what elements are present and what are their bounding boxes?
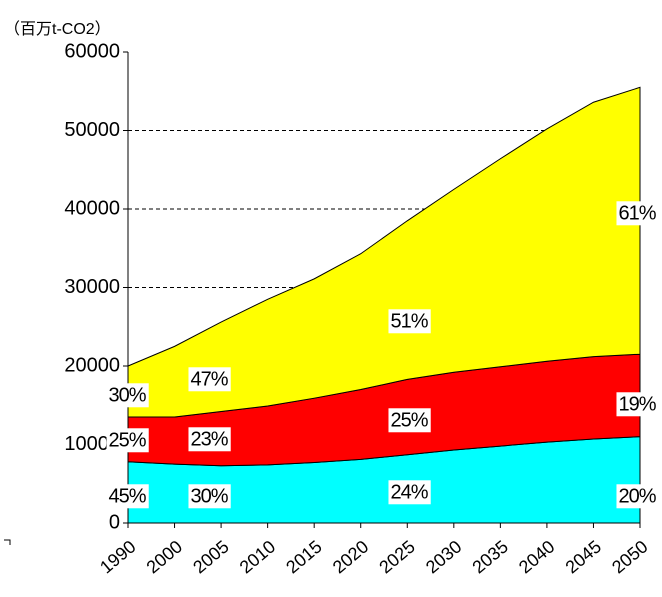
annotation-box xyxy=(616,392,659,417)
corner-mark xyxy=(4,539,11,545)
y-tick-label: 30000 xyxy=(64,276,120,298)
annotation: 30% xyxy=(106,383,149,408)
annotation-box xyxy=(106,383,149,408)
annotation-text: 25% xyxy=(390,409,428,431)
annotation-text: 45% xyxy=(108,485,146,507)
x-tick-label: 2030 xyxy=(422,536,466,577)
annotation-box xyxy=(616,201,659,226)
y-axis-unit: （百万t-CO2） xyxy=(4,20,111,38)
x-tick-label: 2025 xyxy=(375,536,419,577)
annotation-text: 25% xyxy=(108,429,146,451)
y-tick-label: 40000 xyxy=(64,197,120,219)
annotation-text: 61% xyxy=(618,202,656,224)
annotation-text: 19% xyxy=(618,393,656,415)
x-tick-label: 2005 xyxy=(189,536,233,577)
annotation: 23% xyxy=(188,427,231,452)
annotation-box xyxy=(388,408,431,433)
annotation: 19% xyxy=(616,392,659,417)
annotation-text: 30% xyxy=(108,384,146,406)
annotation-box xyxy=(188,367,231,392)
annotation: 45% xyxy=(106,484,149,509)
annotation-box xyxy=(388,309,431,334)
x-tick-label: 2000 xyxy=(143,536,187,577)
area xyxy=(127,86,641,418)
x-tick-label: 1990 xyxy=(96,536,140,577)
annotation: 61% xyxy=(616,201,659,226)
annotation: 30% xyxy=(188,484,231,509)
y-tick-label: 60000 xyxy=(64,40,120,62)
annotation-text: 23% xyxy=(190,428,228,450)
annotation-box xyxy=(616,484,659,509)
annotation-text: 51% xyxy=(390,310,428,332)
y-tick-label: 50000 xyxy=(64,119,120,141)
x-tick-label: 2035 xyxy=(468,536,512,577)
annotation-box xyxy=(188,484,231,509)
y-tick-label: 10000 xyxy=(64,433,120,455)
x-tick-label: 2020 xyxy=(329,536,373,577)
x-tick-label: 2015 xyxy=(282,536,326,577)
y-tick-label: 20000 xyxy=(64,354,120,376)
x-tick-label: 2010 xyxy=(236,536,280,577)
annotation: 25% xyxy=(388,408,431,433)
annotation: 47% xyxy=(188,367,231,392)
annotation-box xyxy=(106,428,149,453)
annotation-text: 47% xyxy=(190,368,228,390)
annotation: 25% xyxy=(106,428,149,453)
x-tick-label: 2040 xyxy=(515,536,559,577)
annotation-box xyxy=(106,484,149,509)
annotation: 51% xyxy=(388,309,431,334)
annotation-text: 20% xyxy=(618,485,656,507)
annotation: 20% xyxy=(616,484,659,509)
annotation: 24% xyxy=(388,480,431,505)
y-tick-label: 0 xyxy=(109,511,120,533)
annotation-text: 24% xyxy=(390,481,428,503)
x-tick-label: 2045 xyxy=(562,536,606,577)
x-tick-label: 2050 xyxy=(608,536,652,577)
annotation-box xyxy=(388,480,431,505)
annotation-text: 30% xyxy=(190,485,228,507)
annotation-box xyxy=(188,427,231,452)
